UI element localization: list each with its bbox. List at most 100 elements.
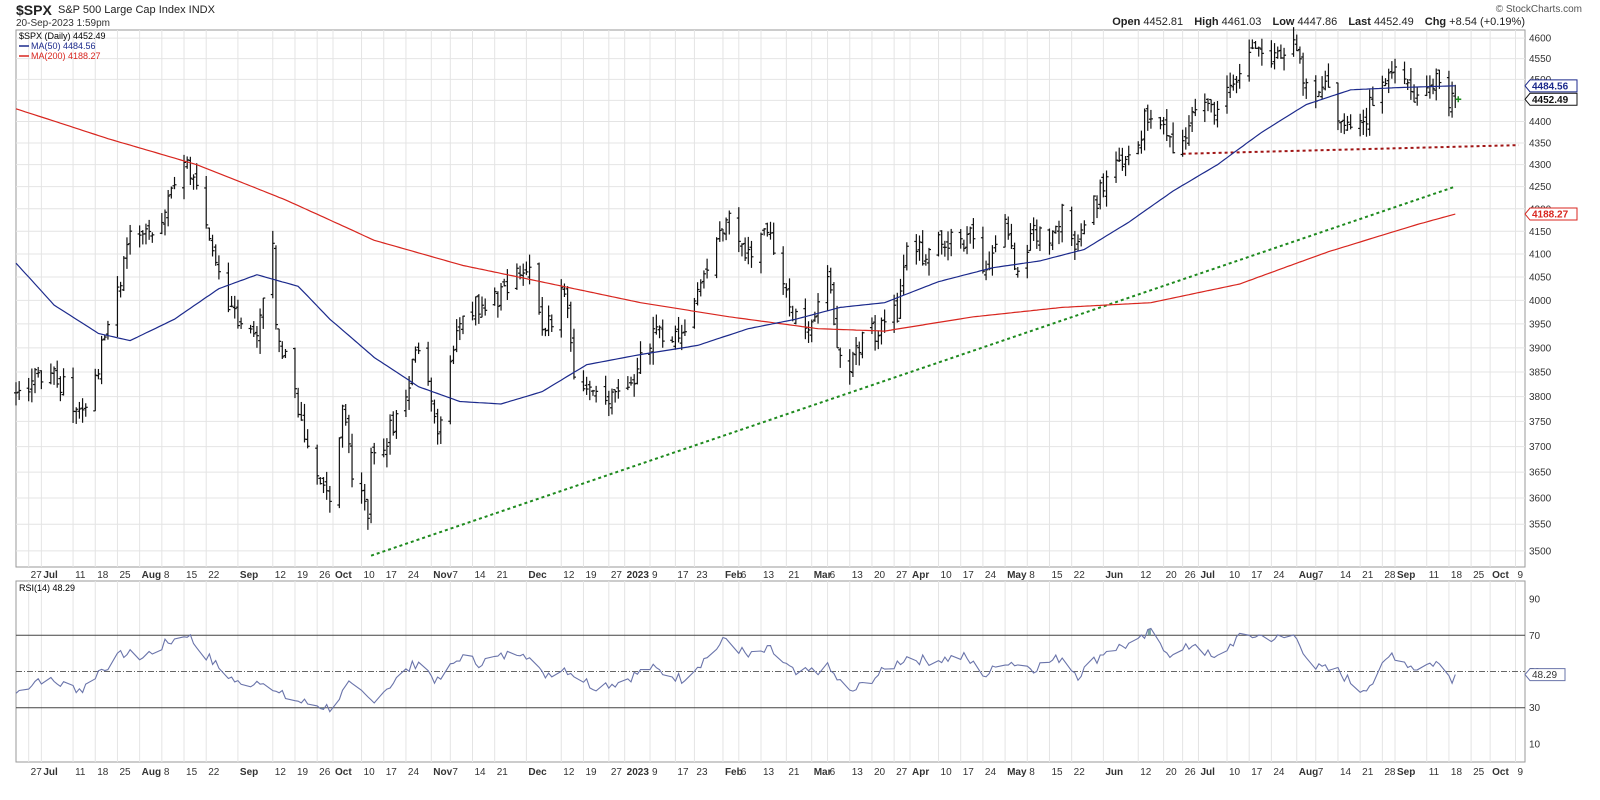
price-bar <box>251 321 256 337</box>
price-bar <box>958 229 963 249</box>
legend-rsi: RSI(14) 48.29 <box>19 583 75 593</box>
price-bar <box>670 336 675 343</box>
rsi-x-tick-label: 17 <box>963 767 975 778</box>
price-bar <box>80 398 85 423</box>
price-x-tick-label: Dec <box>528 570 547 581</box>
price-bar <box>102 334 107 341</box>
price-bar <box>1402 61 1407 85</box>
price-bar <box>803 298 808 340</box>
price-y-tick-label: 4150 <box>1529 227 1552 238</box>
price-bar <box>1142 108 1147 151</box>
rsi-x-tick-label: 12 <box>275 767 287 778</box>
price-bar <box>505 269 510 300</box>
rsi-x-tick-label: Nov <box>433 767 452 778</box>
price-bar <box>914 234 919 265</box>
price-bar <box>1323 70 1328 91</box>
price-x-tick-label: 13 <box>852 570 864 581</box>
price-bar <box>1380 75 1385 114</box>
price-bar <box>854 337 859 366</box>
price-bar <box>838 347 843 368</box>
price-bar <box>613 389 618 403</box>
price-bar <box>1069 206 1074 246</box>
rsi-x-tick-label: 11 <box>1429 767 1440 778</box>
open-label: Open <box>1112 16 1141 28</box>
price-bar <box>1408 68 1413 100</box>
price-y-tick-label: 4350 <box>1529 138 1552 149</box>
price-bar <box>391 411 396 436</box>
price-x-tick-label: 12 <box>563 570 575 581</box>
rsi-x-tick-label: 12 <box>563 767 575 778</box>
chg-label: Chg <box>1424 16 1447 28</box>
price-x-tick-label: 27 <box>31 570 43 581</box>
price-y-tick-label: 4550 <box>1529 54 1552 65</box>
rsi-x-tick-label: Dec <box>528 767 547 778</box>
price-x-tick-label: 28 <box>1384 570 1396 581</box>
price-bar <box>1028 223 1033 252</box>
price-x-tick-label: 10 <box>364 570 376 581</box>
price-bar <box>277 328 282 353</box>
price-bar <box>188 156 193 185</box>
price-x-tick-label: 14 <box>475 570 487 581</box>
price-bar <box>568 301 573 352</box>
price-bar <box>388 414 393 455</box>
price-bar <box>965 226 970 255</box>
price-bar <box>473 296 478 326</box>
price-bar <box>831 282 836 326</box>
price-bar <box>692 297 697 329</box>
price-bar <box>1136 141 1141 155</box>
price-bar <box>1031 217 1036 241</box>
price-bar <box>413 346 418 363</box>
price-bar <box>1291 27 1296 57</box>
price-bar <box>1072 230 1077 260</box>
price-bar <box>698 279 703 297</box>
price-x-tick-label: Sep <box>240 570 258 581</box>
price-y-tick-label: 4050 <box>1529 273 1552 284</box>
price-bar <box>448 355 453 425</box>
price-bar <box>1424 75 1429 97</box>
price-bar <box>1101 173 1106 198</box>
price-bar <box>961 239 966 252</box>
ohlc-readout: Open 4452.81 High 4461.03 Low 4447.86 Last 4… <box>1112 16 1525 28</box>
price-x-tick-label: 24 <box>985 570 997 581</box>
price-bar <box>14 382 18 406</box>
rsi-grid <box>16 581 1525 762</box>
price-x-tick-label: 8 <box>164 570 170 581</box>
price-x-tick-label: 9 <box>652 570 658 581</box>
rsi-x-tick-label: 20 <box>1166 767 1178 778</box>
price-bar <box>495 291 500 318</box>
price-bar <box>923 254 928 266</box>
price-bar <box>162 209 167 236</box>
price-bar <box>860 331 865 359</box>
price-bar <box>1364 107 1369 137</box>
high-value: 4461.03 <box>1221 16 1262 28</box>
price-bar <box>565 286 570 319</box>
price-bar <box>1335 82 1340 131</box>
price-bar <box>58 376 63 402</box>
price-x-tick-label: 11 <box>75 570 86 581</box>
price-bar <box>594 385 599 403</box>
price-x-tick-label: 7 <box>452 570 458 581</box>
price-bar <box>787 278 792 317</box>
price-bar <box>869 317 874 335</box>
rsi-x-tick-label: Sep <box>240 767 258 778</box>
rsi-panel: 1030507090 27Jul111825Aug81522Sep121926O… <box>15 580 1566 778</box>
price-x-tick-label: 17 <box>677 570 689 581</box>
price-bar <box>736 207 741 253</box>
ma50-line <box>15 85 1456 405</box>
price-bar <box>562 283 567 297</box>
rsi-x-tick-label: Aug <box>1299 767 1318 778</box>
price-bar <box>980 226 985 274</box>
price-bar <box>254 326 259 348</box>
price-value-tag: 4188.27 <box>1524 207 1578 221</box>
price-bar <box>74 407 79 424</box>
price-bar <box>1047 228 1052 255</box>
price-bars <box>14 27 1462 530</box>
price-y-tick-label: 4250 <box>1529 182 1552 193</box>
price-bar <box>1025 244 1030 279</box>
price-bar <box>1234 76 1239 94</box>
price-bar <box>118 281 123 298</box>
price-y-tick-label: 3850 <box>1529 368 1552 379</box>
price-bar <box>1167 135 1172 148</box>
